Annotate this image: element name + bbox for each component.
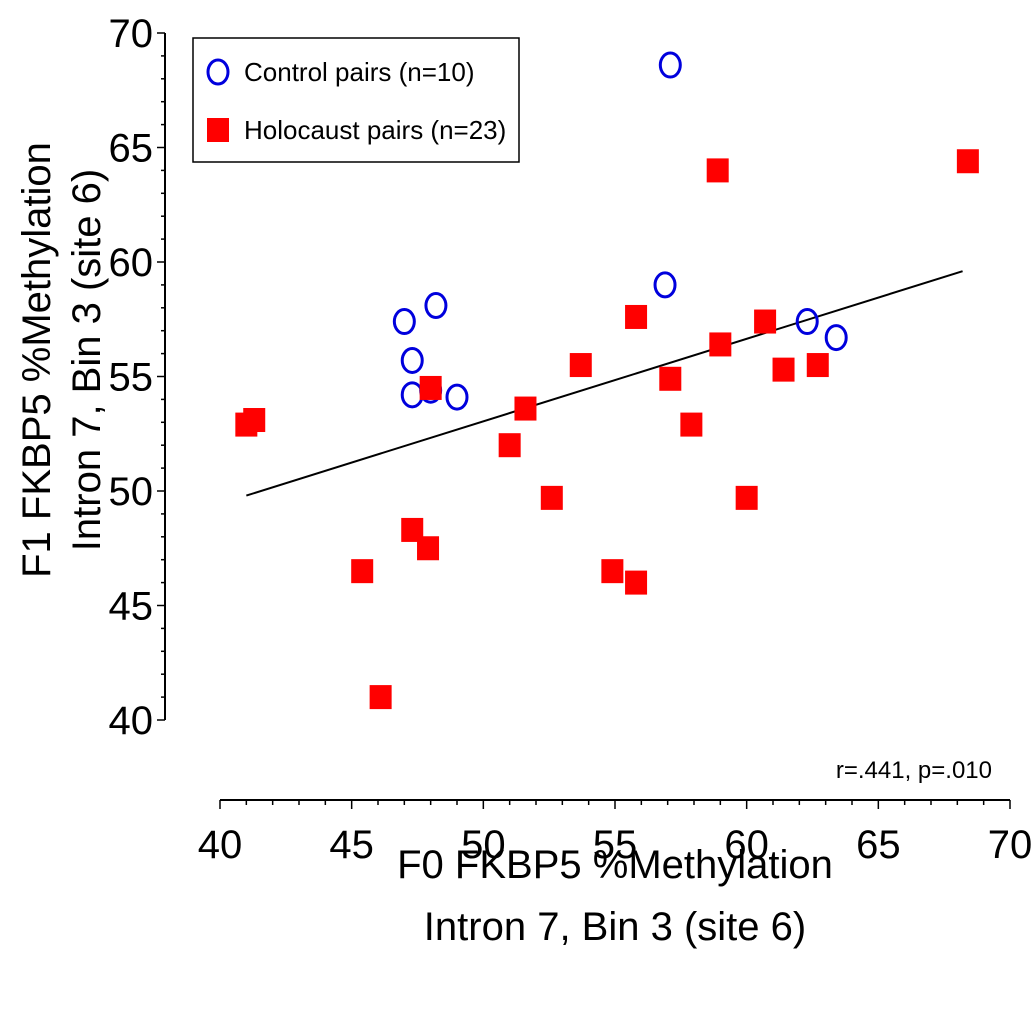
- y-tick-label: 45: [109, 585, 154, 629]
- holocaust-point: [735, 485, 758, 510]
- holocaust-point: [235, 412, 258, 437]
- y-axis-title-line: Intron 7, Bin 3 (site 6): [65, 169, 109, 551]
- axes: 40 45 50 55 60 65 70 40 45 50 55 60 65 70: [109, 12, 1032, 867]
- y-axis-title: F1 FKBP5 %Methylation Intron 7, Bin 3 (si…: [15, 142, 109, 578]
- holocaust-point: [659, 366, 682, 391]
- control-point: [824, 324, 848, 352]
- x-axis-title-line: F0 FKBP5 %Methylation: [397, 843, 833, 887]
- control-point: [392, 308, 416, 336]
- x-tick-label: 45: [329, 823, 374, 867]
- holocaust-point: [569, 353, 592, 378]
- holocaust-point: [680, 412, 703, 437]
- y-axis-title-line: F1 FKBP5 %Methylation: [15, 142, 59, 578]
- control-point: [445, 383, 469, 411]
- y-tick-label: 50: [109, 470, 154, 514]
- x-tick-label: 50: [461, 823, 506, 867]
- holocaust-point: [709, 332, 732, 357]
- x-tick-label: 40: [198, 823, 243, 867]
- control-point: [658, 51, 682, 79]
- holocaust-point: [540, 485, 563, 510]
- y-tick-label: 60: [109, 241, 154, 285]
- holocaust-point: [351, 559, 374, 584]
- holocaust-point: [498, 433, 521, 458]
- legend-circle-icon: [206, 58, 230, 86]
- control-point: [795, 308, 819, 336]
- holocaust-point: [706, 158, 729, 183]
- regression-line: [246, 270, 963, 497]
- holocaust-point: [417, 536, 440, 561]
- holocaust-point: [625, 570, 648, 595]
- x-axis-title: F0 FKBP5 %Methylation Intron 7, Bin 3 (si…: [397, 843, 833, 949]
- x-axis-title-line: Intron 7, Bin 3 (site 6): [424, 905, 806, 949]
- holocaust-point: [772, 357, 795, 382]
- holocaust-point: [601, 559, 624, 584]
- legend-box: [192, 37, 520, 163]
- y-tick-label: 40: [109, 699, 154, 743]
- control-point: [424, 292, 448, 320]
- y-tick-label: 65: [109, 127, 154, 171]
- legend-square-icon: [207, 118, 229, 142]
- regression-line-group: [246, 270, 963, 497]
- legend-label: Control pairs (n=10): [244, 57, 475, 87]
- x-tick-label: 60: [724, 823, 769, 867]
- control-point: [653, 271, 677, 299]
- holocaust-point: [806, 353, 829, 378]
- holocaust-point: [754, 309, 777, 334]
- x-tick-label: 65: [856, 823, 901, 867]
- holocaust-point: [369, 685, 392, 710]
- x-tick-label: 55: [593, 823, 638, 867]
- control-point: [400, 346, 424, 374]
- holocaust-point: [956, 149, 979, 174]
- data-points: [235, 51, 979, 710]
- x-tick-label: 70: [988, 823, 1032, 867]
- legend-label: Holocaust pairs (n=23): [244, 115, 506, 145]
- stat-annotation: r=.441, p=.010: [836, 757, 992, 784]
- legend: Control pairs (n=10) Holocaust pairs (n=2…: [192, 37, 520, 163]
- y-tick-label: 70: [109, 12, 154, 56]
- holocaust-point: [419, 375, 442, 400]
- control-point: [400, 381, 424, 409]
- holocaust-point: [625, 304, 648, 329]
- holocaust-point: [401, 517, 424, 542]
- y-tick-label: 55: [109, 356, 154, 400]
- holocaust-point: [514, 396, 537, 421]
